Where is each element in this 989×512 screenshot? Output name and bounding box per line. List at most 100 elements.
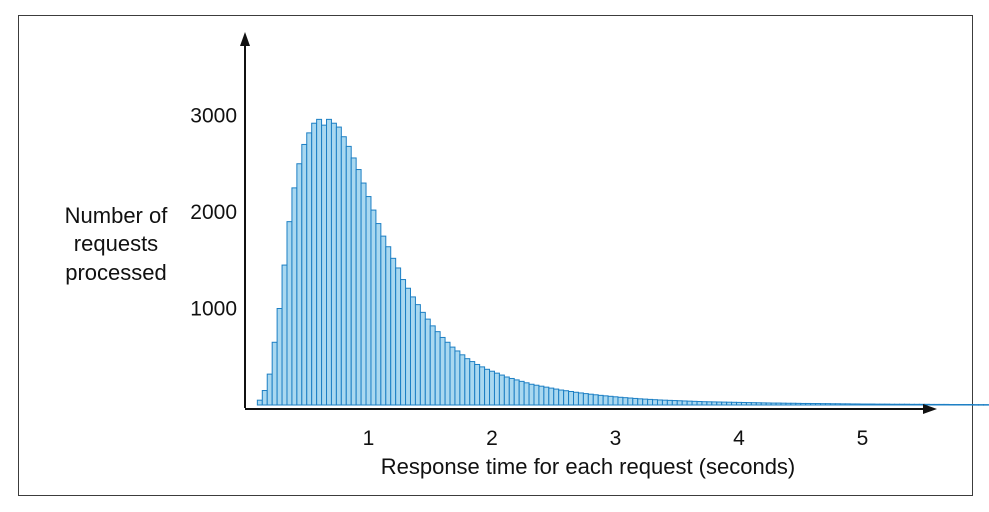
histogram-bar bbox=[459, 354, 466, 406]
histogram-bar bbox=[671, 400, 678, 406]
histogram-bar bbox=[518, 380, 525, 406]
histogram-bar bbox=[894, 403, 901, 406]
histogram-bar bbox=[775, 402, 782, 406]
histogram-bar bbox=[419, 311, 426, 406]
histogram-bar bbox=[726, 401, 733, 406]
y-axis-title-line3: processed bbox=[65, 260, 167, 285]
histogram-bar bbox=[587, 393, 594, 406]
histogram-bar bbox=[953, 404, 960, 406]
chart-frame bbox=[18, 15, 973, 496]
histogram-bar bbox=[795, 402, 802, 406]
histogram-bar bbox=[627, 397, 634, 406]
histogram-bar bbox=[434, 331, 441, 406]
histogram-bar bbox=[612, 396, 619, 406]
histogram-bar bbox=[281, 264, 288, 406]
histogram-bar bbox=[666, 399, 673, 406]
histogram-bar bbox=[286, 221, 293, 406]
histogram-bar bbox=[647, 398, 654, 406]
histogram-bar bbox=[296, 163, 303, 406]
histogram-bar bbox=[256, 399, 263, 406]
histogram-bar bbox=[479, 366, 486, 406]
histogram-bar bbox=[291, 187, 298, 406]
histogram-bar bbox=[928, 403, 935, 406]
histogram-bar bbox=[311, 122, 318, 406]
histogram-bar bbox=[948, 404, 955, 406]
histogram-bar bbox=[543, 386, 550, 406]
y-tick-label: 1000 bbox=[190, 298, 237, 321]
histogram-bar bbox=[879, 403, 886, 406]
histogram-bar bbox=[810, 403, 817, 406]
histogram-bar bbox=[321, 124, 328, 406]
x-tick-labels: 1 2 3 4 5 bbox=[363, 427, 869, 450]
histogram-bar bbox=[755, 402, 762, 406]
histogram-bar bbox=[370, 209, 377, 406]
histogram-bar bbox=[360, 182, 367, 406]
histogram-bar bbox=[656, 399, 663, 406]
x-tick-label: 4 bbox=[733, 427, 745, 450]
histogram-bar bbox=[424, 318, 431, 406]
histogram-bar bbox=[938, 403, 945, 406]
histogram-bar bbox=[385, 246, 392, 406]
histogram-bar bbox=[493, 372, 500, 406]
histogram-bar bbox=[306, 132, 313, 406]
histogram-bar bbox=[602, 395, 609, 406]
y-axis-title-line2: requests bbox=[74, 231, 158, 256]
histogram-bar bbox=[538, 385, 545, 406]
histogram-bar bbox=[834, 403, 841, 406]
histogram-bar bbox=[607, 395, 614, 406]
histogram-bar bbox=[731, 401, 738, 406]
histogram-bar bbox=[489, 370, 495, 406]
histogram-bar bbox=[390, 257, 397, 406]
histogram-bar bbox=[844, 403, 851, 406]
histogram-bar bbox=[716, 401, 723, 406]
histogram-bar bbox=[528, 383, 535, 406]
histogram-bar bbox=[335, 126, 342, 406]
histogram-bar bbox=[800, 402, 807, 406]
histogram-bar bbox=[884, 403, 891, 406]
histogram-bar bbox=[899, 403, 905, 406]
histogram-bar bbox=[983, 404, 989, 406]
histogram-bar bbox=[933, 403, 940, 406]
histogram-bar bbox=[908, 403, 915, 406]
histogram-bar bbox=[597, 394, 604, 406]
histogram-bar bbox=[652, 399, 658, 406]
histogram-bar bbox=[963, 404, 970, 406]
histogram-bar bbox=[864, 403, 871, 406]
histogram-bar bbox=[449, 346, 456, 406]
histogram-bar bbox=[790, 402, 797, 406]
histogram-bar bbox=[958, 404, 965, 406]
histogram-bar bbox=[409, 296, 416, 406]
histogram-bar bbox=[429, 325, 436, 406]
histogram-bar bbox=[849, 403, 856, 406]
histogram-bar bbox=[632, 397, 639, 406]
histogram-bar bbox=[414, 304, 421, 406]
histogram-bar bbox=[854, 403, 861, 406]
histogram-bar bbox=[464, 358, 471, 406]
histogram-bar bbox=[454, 350, 461, 406]
histogram-bar bbox=[785, 402, 792, 406]
y-axis-title-line1: Number of bbox=[65, 203, 169, 228]
histogram-bar bbox=[869, 403, 876, 406]
histogram-bar bbox=[805, 402, 812, 406]
histogram-bar bbox=[706, 401, 713, 406]
histogram-bar bbox=[661, 399, 668, 406]
histogram-bar bbox=[750, 402, 757, 406]
histogram-bar bbox=[474, 363, 481, 406]
histogram-bar bbox=[696, 401, 703, 406]
histogram-bar bbox=[889, 403, 896, 406]
histogram-bar bbox=[721, 401, 728, 406]
histogram-bar bbox=[711, 401, 718, 406]
y-tick-label: 2000 bbox=[190, 201, 237, 224]
histogram-bar bbox=[395, 267, 402, 406]
histogram-bar bbox=[973, 404, 980, 406]
histogram-bar bbox=[681, 400, 688, 406]
histogram-bar bbox=[829, 403, 836, 406]
histogram-bar bbox=[513, 379, 520, 406]
histogram-bar bbox=[301, 143, 308, 406]
histogram-bar bbox=[340, 136, 347, 406]
histogram-bar bbox=[469, 361, 476, 406]
histogram-bar bbox=[770, 402, 777, 406]
histogram-bar bbox=[622, 397, 629, 406]
histogram-bar bbox=[582, 393, 589, 406]
